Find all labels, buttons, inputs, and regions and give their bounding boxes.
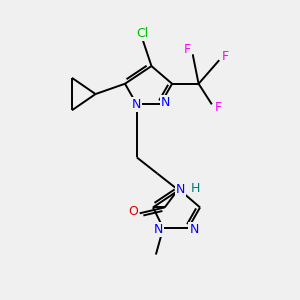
Text: O: O [128,205,138,218]
Text: F: F [184,43,191,56]
Text: Cl: Cl [136,27,149,40]
Text: F: F [215,101,222,114]
Text: N: N [190,223,199,236]
Text: N: N [161,96,170,110]
Text: N: N [132,98,141,111]
Text: N: N [176,183,185,196]
Text: H: H [191,182,200,195]
Text: F: F [221,50,229,63]
Text: N: N [153,223,163,236]
